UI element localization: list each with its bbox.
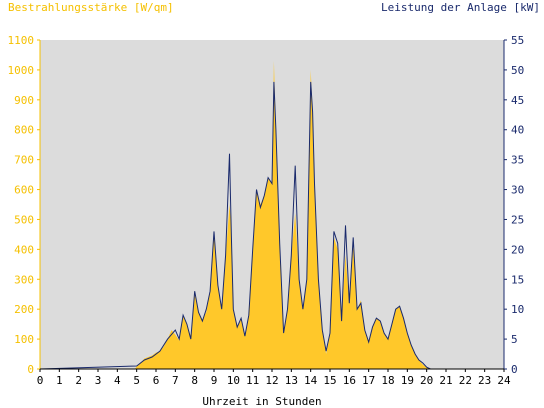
x-tick-label: 21 [439, 374, 452, 387]
y-left-tick-label: 100 [14, 333, 34, 346]
x-tick-label: 2 [75, 374, 82, 387]
y-right-tick-label: 35 [511, 154, 524, 167]
y-right-tick-label: 30 [511, 184, 524, 197]
y-left-tick-label: 400 [14, 243, 34, 256]
x-tick-label: 8 [191, 374, 198, 387]
y-right-tick-label: 20 [511, 243, 524, 256]
y-right-tick-label: 40 [511, 124, 524, 137]
x-tick-label: 15 [323, 374, 336, 387]
x-tick-label: 4 [114, 374, 121, 387]
x-tick-label: 3 [95, 374, 102, 387]
x-tick-label: 22 [459, 374, 472, 387]
y-left-tick-label: 1000 [8, 64, 35, 77]
series-power-line [39, 81, 504, 370]
series-irradiance-area [40, 60, 504, 370]
y-right-tick-label: 0 [511, 363, 518, 376]
y-right-tick-label: 55 [511, 34, 524, 47]
x-tick-label: 10 [227, 374, 240, 387]
y-right-tick-label: 5 [511, 333, 518, 346]
x-tick-label: 12 [265, 374, 278, 387]
x-tick-label: 1 [56, 374, 63, 387]
x-tick-label: 19 [401, 374, 414, 387]
x-tick-label: 23 [478, 374, 491, 387]
y-left-tick-label: 700 [14, 154, 34, 167]
x-tick-label: 14 [304, 374, 318, 387]
y-left-tick-label: 600 [14, 184, 34, 197]
x-tick-label: 18 [381, 374, 394, 387]
y-left-tick-label: 900 [14, 94, 34, 107]
x-tick-label: 16 [343, 374, 356, 387]
y-left-tick-label: 1100 [8, 34, 35, 47]
x-tick-label: 20 [420, 374, 433, 387]
x-axis-title: Uhrzeit in Stunden [202, 395, 321, 408]
x-tick-label: 11 [246, 374, 259, 387]
x-tick-label: 0 [37, 374, 44, 387]
y-right-tick-label: 15 [511, 273, 524, 286]
y-right-tick-label: 25 [511, 213, 524, 226]
x-tick-label: 9 [211, 374, 218, 387]
series-layer [39, 60, 504, 370]
y-right-tick-label: 50 [511, 64, 524, 77]
x-tick-label: 5 [133, 374, 140, 387]
x-tick-label: 24 [497, 374, 511, 387]
y-left-tick-label: 500 [14, 213, 34, 226]
x-tick-label: 17 [362, 374, 375, 387]
y-left-tick-label: 300 [14, 273, 34, 286]
y-left-tick-label: 200 [14, 303, 34, 316]
y-left-tick-label: 800 [14, 124, 34, 137]
x-tick-label: 6 [153, 374, 160, 387]
x-tick-label: 7 [172, 374, 179, 387]
x-tick-label: 13 [285, 374, 298, 387]
ticks-layer: 0100200300400500600700800900100011000510… [8, 34, 525, 387]
y-left-tick-label: 0 [27, 363, 34, 376]
y-right-axis-title: Leistung der Anlage [kW] [381, 1, 540, 14]
y-right-tick-label: 10 [511, 303, 524, 316]
y-left-axis-title: Bestrahlungsstärke [W/qm] [8, 1, 174, 14]
y-right-tick-label: 45 [511, 94, 524, 107]
